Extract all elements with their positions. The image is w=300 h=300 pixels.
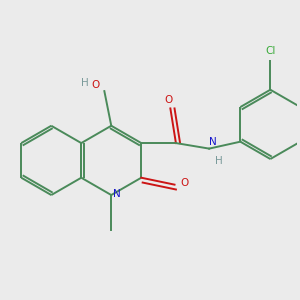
Text: O: O <box>180 178 188 188</box>
Text: H: H <box>215 155 223 166</box>
Text: H: H <box>81 78 89 88</box>
Text: N: N <box>209 137 217 147</box>
Text: O: O <box>91 80 100 90</box>
Text: N: N <box>113 189 121 199</box>
Text: O: O <box>164 95 172 105</box>
Text: Cl: Cl <box>265 46 275 56</box>
